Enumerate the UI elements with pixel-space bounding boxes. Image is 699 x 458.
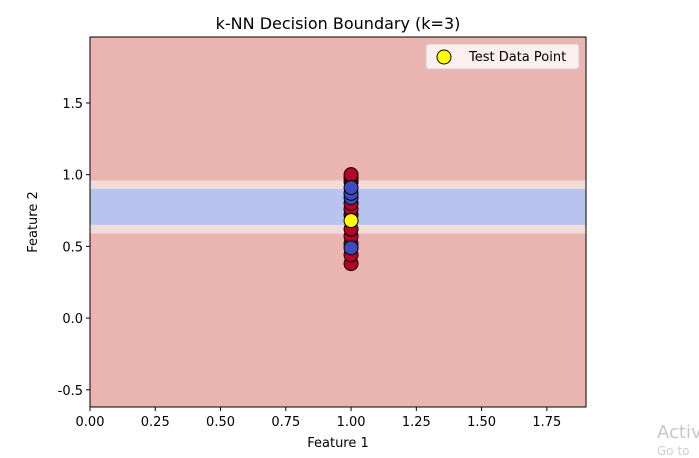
activation-watermark: Activ: [657, 422, 699, 443]
x-tick-label: 0.75: [271, 415, 300, 430]
y-tick-label: 0.5: [62, 240, 83, 255]
decision-regions: [90, 37, 586, 407]
blue-point: [343, 180, 359, 196]
legend-box: [425, 43, 580, 70]
y-axis-label: Feature 2: [26, 191, 41, 253]
y-axis-ticks: -0.5 0.0 0.5 1.0 1.5: [58, 97, 90, 399]
x-tick-label: 0.00: [76, 415, 105, 430]
y-tick-label: 1.5: [62, 97, 83, 112]
axes-frame: [89, 36, 587, 408]
activation-watermark-sub: Go to: [657, 444, 690, 458]
y-tick-label: -0.5: [58, 384, 83, 399]
region-blue-2: [90, 189, 586, 225]
y-tick-label: 0.0: [62, 312, 83, 327]
x-tick-label: 1.75: [532, 415, 561, 430]
x-tick-label: 0.25: [141, 415, 170, 430]
x-tick-label: 1.50: [467, 415, 496, 430]
region-transition-low-1: [90, 224, 586, 234]
x-tick-label: 1.25: [402, 415, 431, 430]
x-axis-ticks: 0.00 0.25 0.50 0.75 1.00 1.25 1.50 1.75: [76, 407, 561, 430]
region-red-0: [90, 233, 586, 407]
x-tick-label: 1.00: [337, 415, 366, 430]
legend-label-test-point: Test Data Point: [468, 50, 566, 65]
x-tick-label: 0.50: [206, 415, 235, 430]
legend-marker-test-point: [436, 49, 452, 65]
blue-point: [343, 240, 359, 256]
region-transition-high-3: [90, 180, 586, 190]
chart-title: k-NN Decision Boundary (k=3): [216, 14, 461, 33]
x-axis-label: Feature 1: [307, 436, 369, 451]
y-tick-label: 1.0: [62, 169, 83, 184]
legend: Test Data Point: [425, 43, 580, 70]
test-data-point: [343, 213, 359, 229]
red-point: [343, 167, 359, 183]
data-points: [343, 167, 359, 272]
